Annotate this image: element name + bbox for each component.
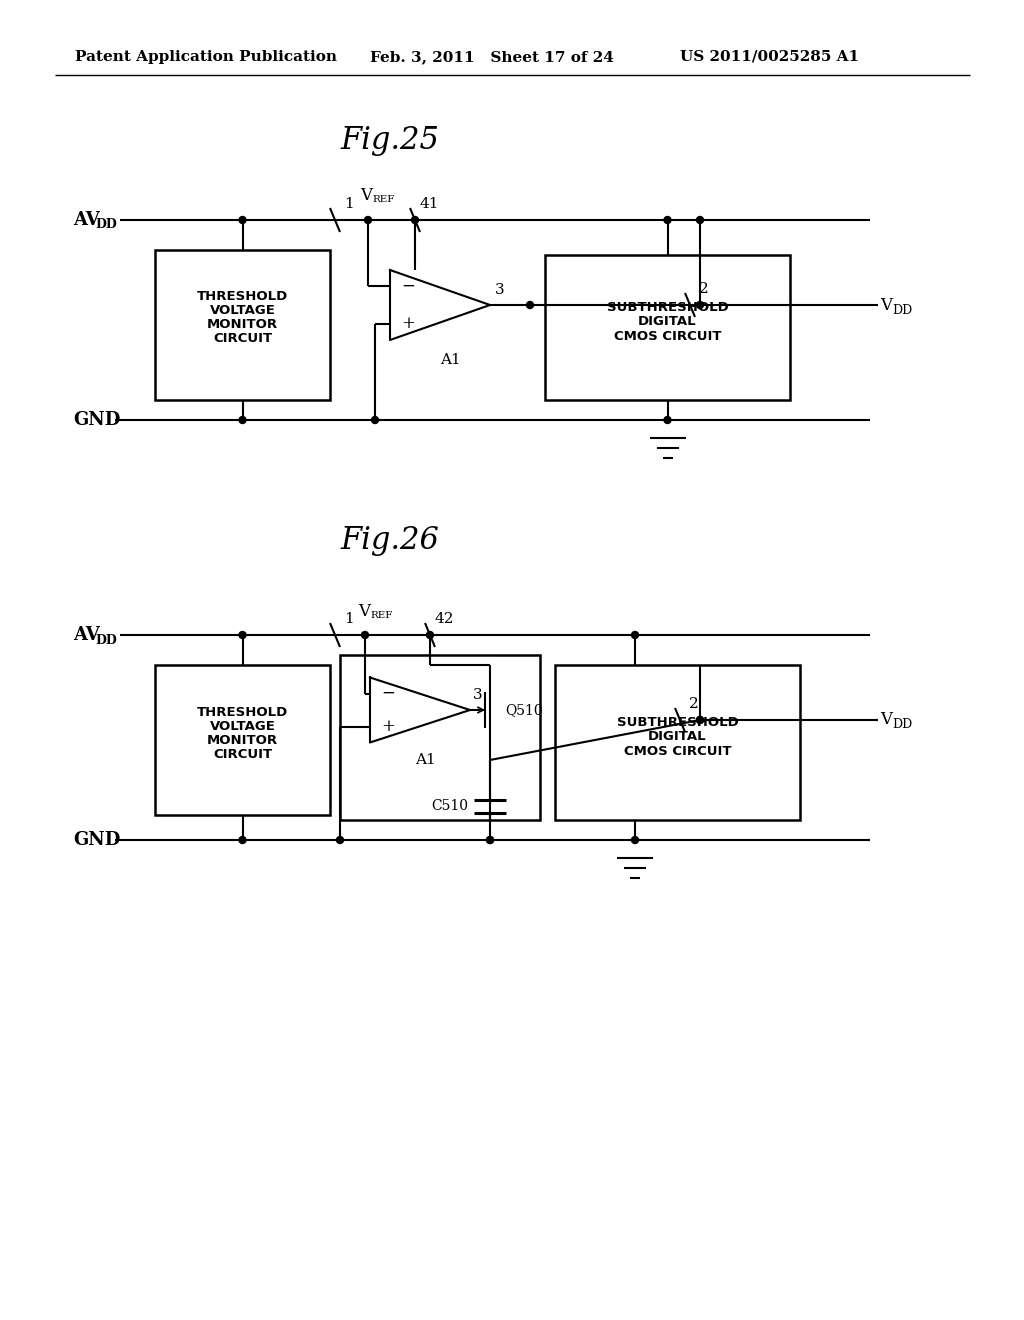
- Text: SUBTHRESHOLD: SUBTHRESHOLD: [616, 715, 738, 729]
- Circle shape: [526, 301, 534, 309]
- Circle shape: [664, 417, 671, 424]
- Text: 3: 3: [473, 688, 482, 702]
- Circle shape: [632, 631, 639, 639]
- Text: DD: DD: [892, 718, 912, 731]
- Text: Fig.25: Fig.25: [341, 124, 439, 156]
- Circle shape: [361, 631, 369, 639]
- Text: DD: DD: [95, 634, 117, 647]
- Text: Fig.26: Fig.26: [341, 524, 439, 556]
- Text: A1: A1: [415, 754, 435, 767]
- Text: 2: 2: [699, 282, 709, 296]
- Circle shape: [486, 837, 494, 843]
- Circle shape: [696, 301, 703, 309]
- Text: GND: GND: [73, 411, 121, 429]
- Text: V: V: [880, 297, 892, 314]
- Text: VOLTAGE: VOLTAGE: [210, 305, 275, 318]
- Text: THRESHOLD: THRESHOLD: [197, 290, 288, 304]
- Text: MONITOR: MONITOR: [207, 734, 279, 747]
- Text: MONITOR: MONITOR: [207, 318, 279, 331]
- Text: −: −: [381, 685, 395, 702]
- Text: THRESHOLD: THRESHOLD: [197, 705, 288, 718]
- Text: 42: 42: [434, 612, 454, 626]
- Text: −: −: [401, 277, 415, 294]
- Circle shape: [239, 216, 246, 223]
- Text: REF: REF: [372, 195, 394, 205]
- Text: US 2011/0025285 A1: US 2011/0025285 A1: [680, 50, 859, 63]
- Text: AV: AV: [73, 626, 99, 644]
- Text: CMOS CIRCUIT: CMOS CIRCUIT: [624, 744, 731, 758]
- Text: Feb. 3, 2011   Sheet 17 of 24: Feb. 3, 2011 Sheet 17 of 24: [370, 50, 613, 63]
- Text: 41: 41: [419, 197, 438, 211]
- Text: DD: DD: [95, 219, 117, 231]
- Circle shape: [365, 216, 372, 223]
- Circle shape: [664, 216, 671, 223]
- Text: V: V: [358, 602, 370, 619]
- Circle shape: [696, 717, 703, 723]
- Circle shape: [372, 417, 379, 424]
- Text: V: V: [360, 187, 372, 205]
- Circle shape: [696, 216, 703, 223]
- Circle shape: [696, 717, 703, 723]
- Text: VOLTAGE: VOLTAGE: [210, 719, 275, 733]
- Text: V: V: [880, 711, 892, 729]
- Text: DIGITAL: DIGITAL: [638, 315, 696, 327]
- Text: CIRCUIT: CIRCUIT: [213, 747, 272, 760]
- Text: A1: A1: [439, 352, 461, 367]
- Text: 1: 1: [344, 612, 354, 626]
- Circle shape: [239, 631, 246, 639]
- Text: AV: AV: [73, 211, 99, 228]
- Text: CIRCUIT: CIRCUIT: [213, 333, 272, 346]
- Text: 2: 2: [689, 697, 698, 711]
- Text: C510: C510: [431, 800, 468, 813]
- Text: GND: GND: [73, 832, 121, 849]
- Text: +: +: [401, 315, 415, 333]
- Text: Q510: Q510: [505, 704, 543, 717]
- Text: CMOS CIRCUIT: CMOS CIRCUIT: [613, 330, 721, 343]
- Circle shape: [486, 837, 494, 843]
- Text: Patent Application Publication: Patent Application Publication: [75, 50, 337, 63]
- Text: +: +: [381, 718, 395, 735]
- Circle shape: [632, 837, 639, 843]
- Circle shape: [337, 837, 343, 843]
- Circle shape: [239, 417, 246, 424]
- Text: 3: 3: [496, 282, 505, 297]
- Text: DIGITAL: DIGITAL: [648, 730, 707, 743]
- Circle shape: [412, 216, 419, 223]
- Text: DD: DD: [892, 304, 912, 317]
- Text: REF: REF: [370, 610, 392, 619]
- Text: 1: 1: [344, 197, 354, 211]
- Circle shape: [427, 631, 433, 639]
- Circle shape: [239, 837, 246, 843]
- Text: SUBTHRESHOLD: SUBTHRESHOLD: [606, 301, 728, 314]
